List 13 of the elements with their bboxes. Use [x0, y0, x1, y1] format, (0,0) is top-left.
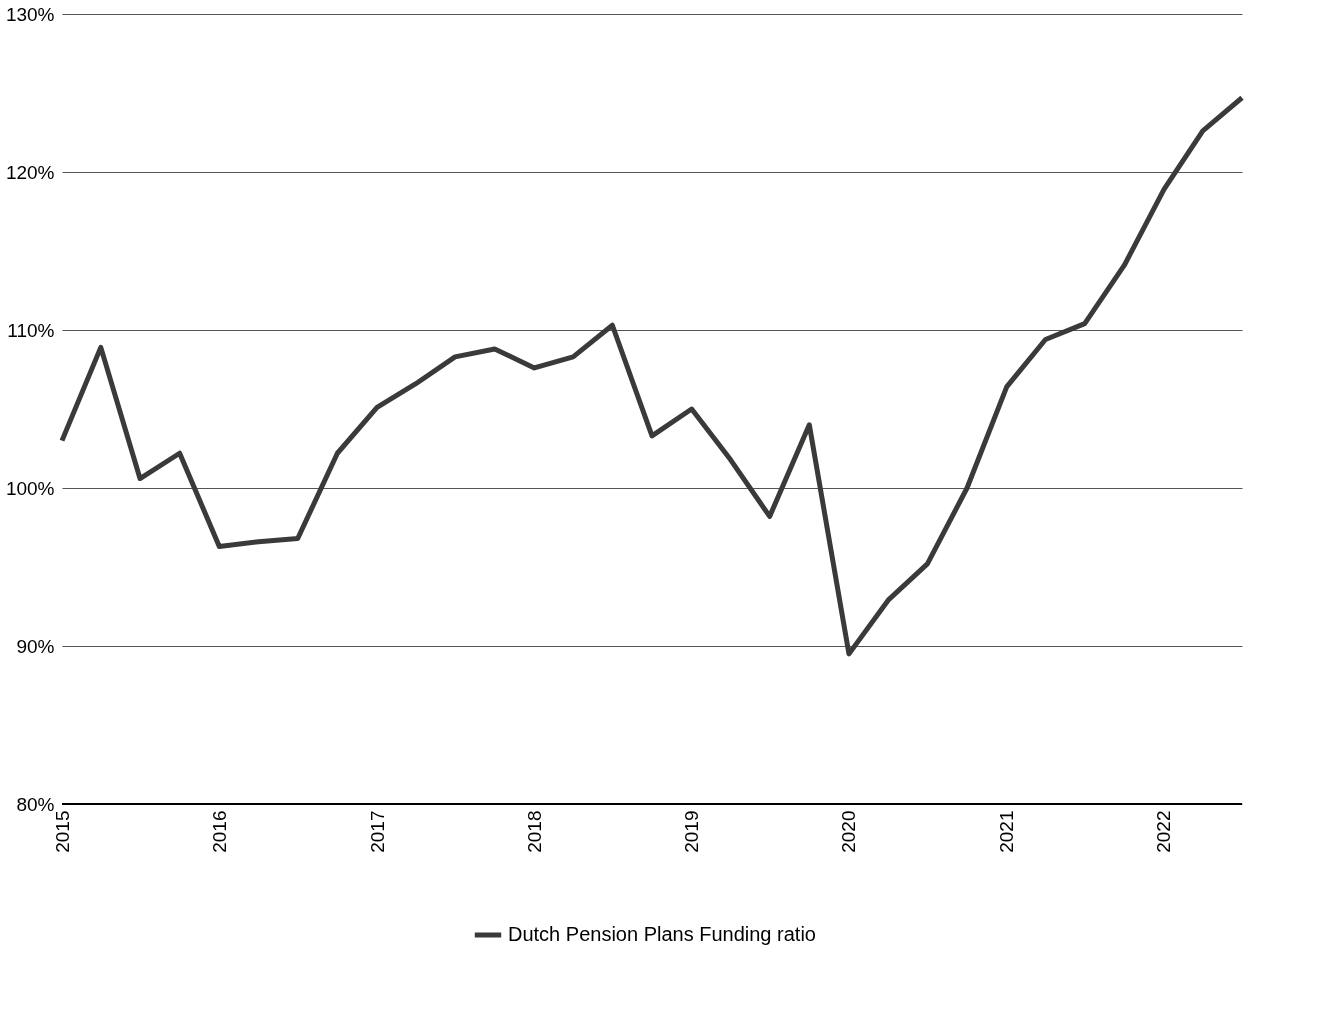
y-tick-label: 90%	[16, 635, 55, 657]
y-tick-label: 130%	[5, 3, 55, 25]
x-tick-label: 2019	[681, 810, 703, 853]
x-tick-label: 2018	[523, 810, 545, 853]
x-tick-label: 2021	[996, 810, 1018, 853]
x-tick-label: 2022	[1153, 810, 1175, 853]
x-tick-label: 2016	[208, 810, 230, 853]
y-tick-label: 110%	[7, 319, 55, 341]
legend-label: Dutch Pension Plans Funding ratio	[508, 923, 816, 945]
y-tick-label: 100%	[5, 477, 55, 499]
y-tick-label: 120%	[5, 161, 55, 183]
x-tick-label: 2017	[366, 810, 388, 853]
x-tick-label: 2020	[838, 810, 860, 853]
